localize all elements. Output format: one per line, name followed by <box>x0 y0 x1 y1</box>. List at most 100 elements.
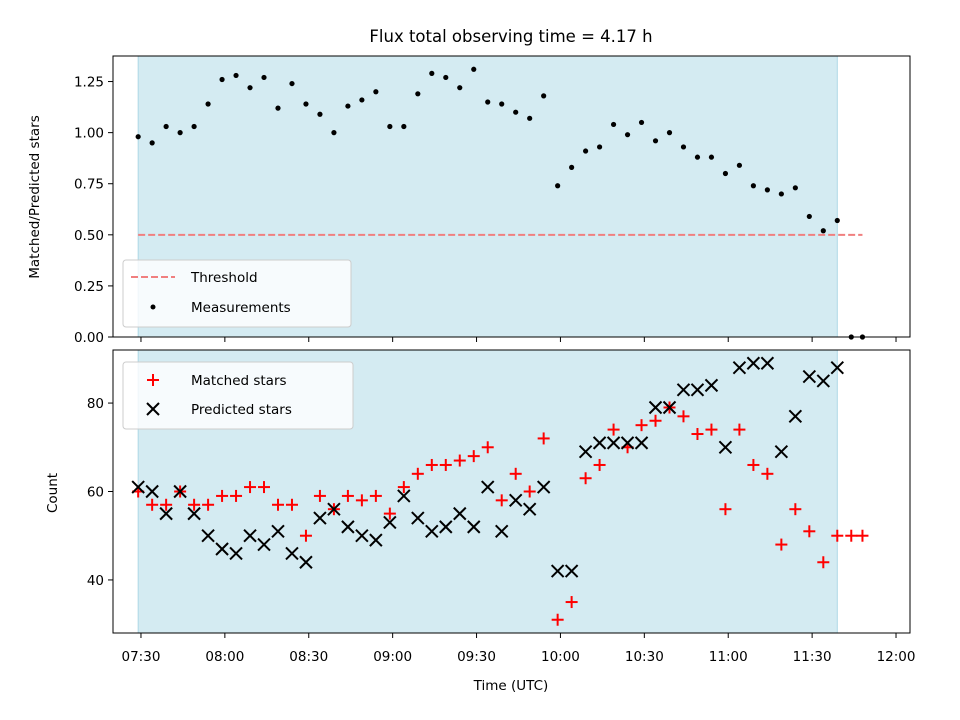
measurement-point <box>499 101 505 107</box>
predicted-star-point <box>550 564 565 578</box>
measurement-point <box>219 76 225 83</box>
top-y-tick-label: 0.75 <box>74 177 104 193</box>
measurement-point <box>708 154 715 160</box>
matched-star-point <box>271 498 284 511</box>
predicted-star-point <box>439 520 453 534</box>
matched-star-point <box>495 494 508 507</box>
matched-star-point <box>230 489 243 502</box>
measurement-point <box>359 97 365 103</box>
measurement-point <box>583 148 589 154</box>
predicted-star-point <box>229 546 243 561</box>
matched-star-point <box>355 494 368 507</box>
predicted-star-point <box>522 502 537 516</box>
matched-star-point <box>649 414 662 427</box>
matched-star-point <box>579 472 592 485</box>
x-tick-label: 07:30 <box>122 649 161 665</box>
top-y-tick-label: 1.00 <box>74 126 104 142</box>
chart-title: Flux total observing time = 4.17 h <box>369 27 652 46</box>
bottom-series <box>131 356 869 626</box>
legend-measurements-swatch <box>150 304 156 310</box>
predicted-star-point <box>495 524 509 539</box>
predicted-star-point <box>341 520 355 534</box>
matched-star-point <box>467 450 480 463</box>
measurement-point <box>820 228 826 234</box>
measurement-point <box>303 101 309 107</box>
matched-star-point <box>635 419 648 432</box>
predicted-star-point <box>271 524 285 539</box>
matched-star-point <box>244 481 257 494</box>
matched-star-point <box>677 410 690 423</box>
matched-star-point <box>146 498 159 511</box>
measurement-point <box>443 74 449 81</box>
predicted-star-point <box>481 480 495 494</box>
bottom-ticks: 07:30 08:00 08:30 09:00 09:30 10:00 10:30 11:00… <box>87 396 916 665</box>
matched-star-point <box>523 485 536 498</box>
matched-star-point <box>369 489 382 502</box>
predicted-star-point <box>299 555 313 569</box>
predicted-star-point <box>508 493 523 508</box>
measurement-point <box>373 89 379 95</box>
matched-star-point <box>817 556 830 569</box>
measurement-point <box>736 162 743 168</box>
legend-matched-swatch <box>147 374 159 386</box>
predicted-star-point <box>774 444 789 459</box>
matched-star-point <box>341 489 354 502</box>
x-tick-label: 12:00 <box>877 649 916 665</box>
measurement-point <box>610 121 617 128</box>
matched-star-point <box>856 529 869 542</box>
predicted-star-point <box>411 511 425 525</box>
matched-star-point <box>691 428 704 441</box>
legend-measurements-label: Measurements <box>191 300 291 316</box>
top-axes-frame <box>112 55 911 338</box>
measurement-point <box>135 134 141 140</box>
predicted-star-point <box>816 374 831 388</box>
matched-star-point <box>383 507 396 520</box>
predicted-star-point <box>662 400 677 415</box>
measurement-point <box>275 105 281 111</box>
measurement-point <box>261 74 267 81</box>
bottom-legend: Matched stars Predicted stars <box>122 361 354 430</box>
matched-star-point <box>285 498 298 511</box>
matched-star-point <box>216 489 229 502</box>
measurement-point <box>289 80 295 87</box>
predicted-star-point <box>732 360 747 375</box>
predicted-star-point <box>564 564 579 578</box>
measurement-point <box>596 144 603 150</box>
matched-star-point <box>188 498 201 511</box>
predicted-star-point <box>760 356 775 370</box>
measurement-point <box>457 85 463 91</box>
measurement-point <box>345 103 351 109</box>
predicted-star-point <box>620 436 635 450</box>
measurement-point <box>624 132 631 138</box>
bottom-axes-frame <box>112 349 911 634</box>
measurement-point <box>555 183 561 189</box>
predicted-star-point <box>257 537 271 552</box>
bottom-legend-box <box>122 361 354 430</box>
x-tick-label: 09:30 <box>457 649 496 665</box>
bottom-ylabel: Count <box>45 473 61 513</box>
predicted-star-point <box>425 524 439 539</box>
predicted-star-point <box>453 506 467 521</box>
top-y-tick-label: 0.25 <box>74 279 104 295</box>
predicted-star-point <box>313 511 327 525</box>
bottom-y-tick-label: 80 <box>87 396 104 412</box>
measurement-point <box>401 123 407 130</box>
matched-star-point <box>705 423 718 436</box>
measurement-point <box>666 130 673 136</box>
predicted-star-point <box>592 436 607 450</box>
measurement-point <box>247 85 253 91</box>
matched-star-point <box>733 423 746 436</box>
measurement-point <box>722 170 729 177</box>
matched-star-point <box>845 529 858 542</box>
bottom-y-tick-label: 40 <box>87 573 104 589</box>
top-ylabel: Matched/Predicted stars <box>27 115 43 278</box>
measurement-point <box>792 185 798 191</box>
top-legend-box <box>122 259 352 328</box>
matched-star-point <box>761 467 774 480</box>
predicted-star-point <box>578 444 593 459</box>
top-ticks: 0.00 0.25 0.50 0.75 1.00 1.25 <box>74 75 897 346</box>
matched-star-point <box>411 467 424 480</box>
predicted-star-point <box>648 400 663 415</box>
bottom-panel: Count Time (UTC) 07:30 08:00 08:30 09:00 09:… <box>45 349 916 694</box>
predicted-star-point <box>690 383 705 397</box>
